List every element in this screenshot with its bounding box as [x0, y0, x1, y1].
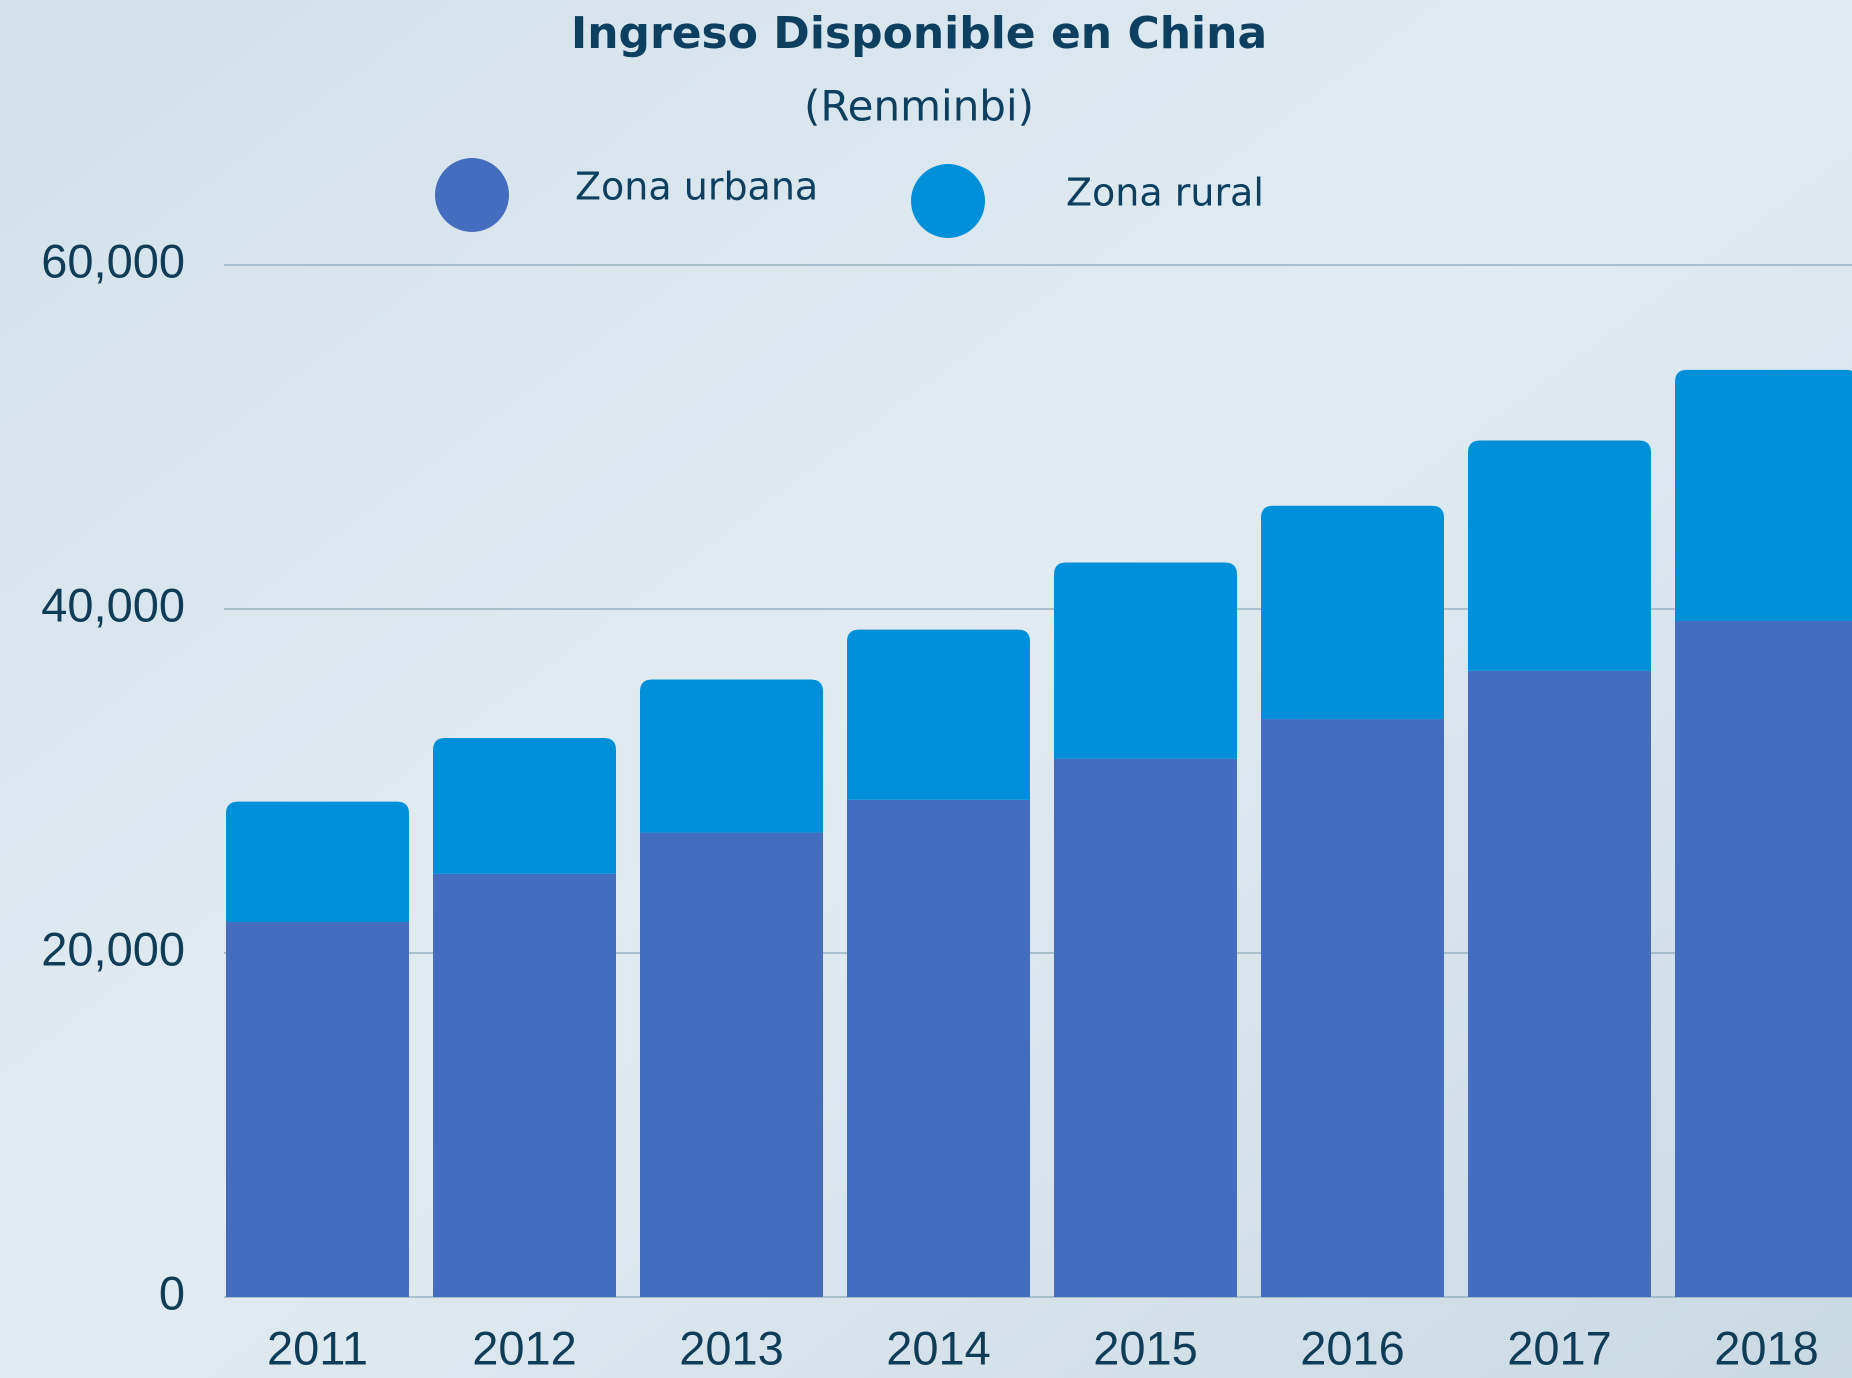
bar-segment — [640, 832, 823, 1297]
legend-marker — [435, 158, 509, 232]
bar-segment — [433, 738, 616, 874]
legend-marker — [911, 164, 985, 238]
bar-segment — [433, 873, 616, 1297]
x-tick-label: 2013 — [679, 1321, 784, 1374]
bar-segment — [1675, 369, 1852, 622]
x-tick-label: 2015 — [1093, 1321, 1198, 1374]
x-tick-label: 2017 — [1507, 1321, 1612, 1374]
x-tick-label: 2011 — [267, 1321, 368, 1374]
chart-title: Ingreso Disponible en China — [571, 8, 1267, 59]
bar-segment — [847, 629, 1030, 800]
x-tick-label: 2016 — [1300, 1321, 1405, 1374]
bar-segment — [640, 679, 823, 833]
chart-subtitle: (Renminbi) — [804, 82, 1034, 131]
legend: Zona urbana Zona rural — [435, 158, 1264, 238]
x-tick-label: 2018 — [1714, 1321, 1819, 1374]
y-tick-label: 20,000 — [41, 922, 185, 975]
legend-label: Zona urbana — [575, 165, 818, 209]
bar-segment — [1054, 758, 1237, 1297]
bar-segment — [847, 799, 1030, 1297]
bar-segment — [1261, 505, 1444, 720]
bar-segment — [1054, 562, 1237, 759]
bar-segment — [1468, 670, 1651, 1297]
bar-segment — [1675, 621, 1852, 1297]
legend-label: Zona rural — [1066, 171, 1264, 215]
x-tick-label: 2014 — [886, 1321, 991, 1374]
bar-segment — [1468, 440, 1651, 671]
y-tick-label: 0 — [159, 1266, 185, 1319]
bar-segment — [226, 801, 409, 923]
y-tick-label: 40,000 — [41, 578, 185, 631]
bar-segment — [226, 922, 409, 1297]
y-tick-label: 60,000 — [41, 234, 185, 287]
x-tick-label: 2012 — [472, 1321, 577, 1374]
bar-segment — [1261, 719, 1444, 1297]
